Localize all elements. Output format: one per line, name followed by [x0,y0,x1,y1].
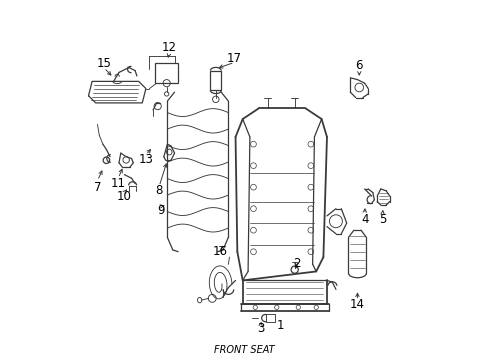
Text: 4: 4 [360,213,367,226]
Text: 10: 10 [117,190,132,203]
Text: 8: 8 [155,184,163,197]
Text: 2: 2 [292,257,300,270]
Text: 1: 1 [276,319,284,332]
Text: 7: 7 [94,181,101,194]
Text: 12: 12 [162,41,176,54]
Text: 6: 6 [355,59,362,72]
Bar [210,71,221,90]
Text: 3: 3 [256,322,264,335]
Text: FRONT SEAT: FRONT SEAT [214,345,274,355]
Text: 17: 17 [226,51,242,64]
Text: 14: 14 [349,298,364,311]
Text: 9: 9 [157,204,165,217]
Text: 13: 13 [138,153,153,166]
Text: 5: 5 [378,213,386,226]
Bar [265,315,274,321]
Text: 11: 11 [111,177,125,190]
Text: 15: 15 [96,57,111,70]
Bar [155,63,178,83]
Text: 16: 16 [212,245,227,258]
